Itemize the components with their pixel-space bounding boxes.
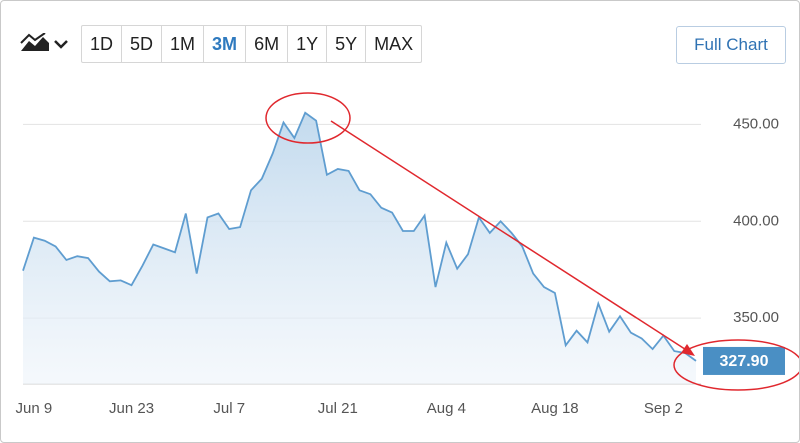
- range-button[interactable]: 5Y: [327, 26, 367, 62]
- x-tick-label: Jul 7: [213, 400, 245, 417]
- y-tick-label: 400.00: [733, 212, 779, 229]
- range-button[interactable]: 6M: [246, 26, 289, 62]
- range-selector: 1D 5D 1M 3M 6M 1Y 5Y MAX: [81, 25, 423, 63]
- range-button[interactable]: 5D: [122, 26, 163, 62]
- x-tick-label: Jun 9: [16, 400, 53, 417]
- chart-type-menu[interactable]: [19, 33, 73, 55]
- x-tick-label: Aug 18: [531, 400, 579, 417]
- range-button[interactable]: 1Y: [288, 26, 328, 62]
- range-button[interactable]: 1D: [82, 26, 123, 62]
- range-button[interactable]: 1M: [162, 26, 205, 62]
- x-tick-label: Sep 2: [644, 400, 683, 417]
- full-chart-button[interactable]: Full Chart: [676, 26, 786, 64]
- range-button[interactable]: 3M: [204, 26, 247, 62]
- y-tick-label: 350.00: [733, 309, 779, 326]
- range-button[interactable]: MAX: [374, 34, 414, 54]
- x-tick-label: Jun 23: [109, 400, 154, 417]
- price-label: 327.90: [720, 353, 769, 370]
- line: [22, 111, 697, 362]
- area: [23, 112, 696, 385]
- annotation: [265, 92, 799, 391]
- price-badge: [703, 346, 785, 375]
- x-tick-label: Aug 4: [427, 400, 466, 417]
- y-tick-label: 450.00: [733, 115, 779, 132]
- x-tick-label: Jul 21: [318, 400, 358, 417]
